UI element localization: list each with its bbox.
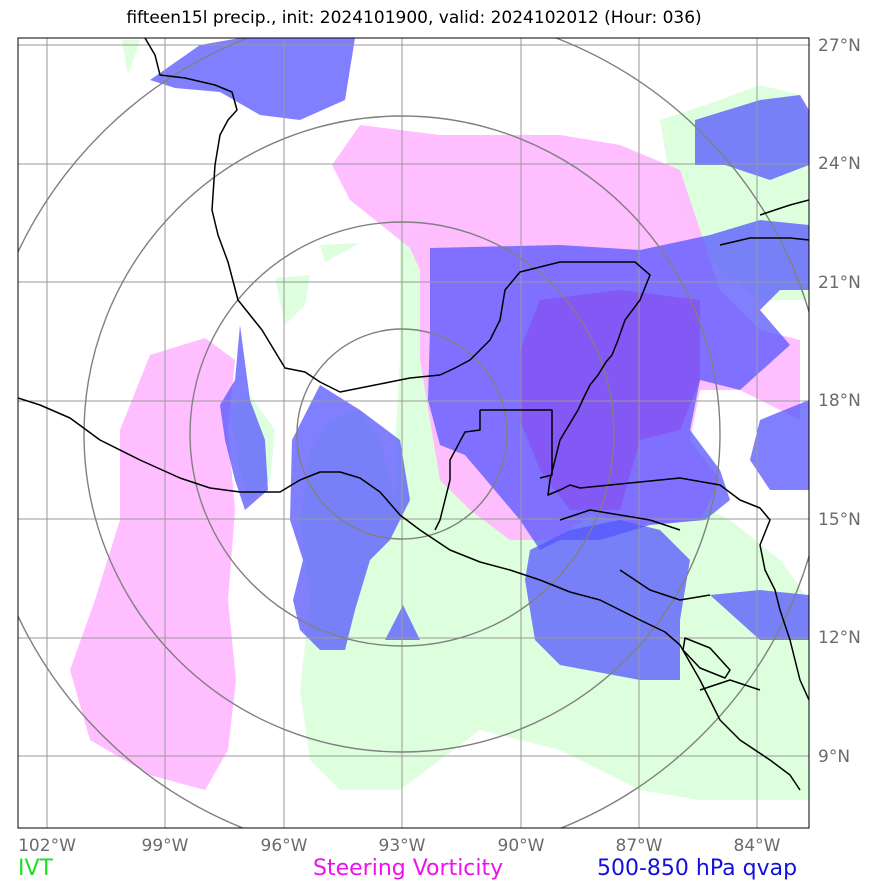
- qvap-region-se2: [710, 590, 809, 640]
- cuba-west: [759, 199, 809, 216]
- gridlines: [18, 38, 809, 828]
- qvap-region-west2: [220, 325, 268, 510]
- border-mx-gt: [480, 409, 553, 479]
- border-costa-rica: [699, 679, 761, 691]
- lon-label-102: 102°W: [18, 836, 76, 856]
- lon-label-87: 87°W: [615, 836, 663, 856]
- lat-label-9: 9°N: [818, 747, 851, 767]
- lon-label-90: 90°W: [497, 836, 545, 856]
- lat-label-12: 12°N: [818, 628, 861, 648]
- map-frame: [17, 37, 810, 829]
- lat-label-24: 24°N: [818, 154, 861, 174]
- lake-nicaragua: [682, 637, 731, 679]
- qvap-region-east: [750, 400, 809, 490]
- lon-label-84: 84°W: [733, 836, 781, 856]
- coastlines: [18, 38, 809, 791]
- lon-label-99: 99°W: [141, 836, 189, 856]
- qvap-region-ne: [695, 95, 809, 180]
- lat-label-27: 27°N: [818, 36, 861, 56]
- central-america-caribbean: [547, 409, 809, 701]
- lat-label-21: 21°N: [818, 273, 861, 293]
- lon-label-96: 96°W: [260, 836, 308, 856]
- qvap-region-west: [290, 385, 410, 650]
- range-rings: [18, 38, 809, 828]
- border-honduras: [559, 509, 681, 531]
- qvap-region-north: [150, 38, 355, 120]
- range-ring-2: [189, 221, 615, 647]
- lat-label-15: 15°N: [818, 510, 861, 530]
- ivt-region-west2: [320, 243, 360, 262]
- legend-steering-vorticity: Steering Vorticity: [313, 856, 504, 881]
- pacific-coast-mexico: [18, 397, 801, 791]
- range-ring-3: [83, 115, 721, 753]
- border-gt-west: [434, 410, 481, 531]
- range-ring-1: [296, 328, 508, 540]
- ivt-region-nw: [122, 40, 140, 75]
- yucatan-coast: [439, 261, 651, 411]
- legend-qvap: 500-850 hPa qvap: [597, 856, 798, 881]
- qvap-core: [520, 290, 700, 510]
- gulf-coast-west: [144, 38, 441, 393]
- lat-label-18: 18°N: [818, 391, 861, 411]
- qvap-region-se: [525, 520, 690, 680]
- border-nicaragua: [619, 569, 711, 601]
- vorticity-region-west: [70, 338, 236, 790]
- cuba-coast: [719, 237, 809, 246]
- lon-label-93: 93°W: [378, 836, 426, 856]
- qvap-core-region: [520, 290, 700, 510]
- qvap-layer: [150, 38, 809, 680]
- map-title: fifteen15l precip., init: 2024101900, va…: [126, 8, 702, 28]
- legend-ivt: IVT: [18, 856, 53, 881]
- qvap-region-main: [428, 220, 809, 550]
